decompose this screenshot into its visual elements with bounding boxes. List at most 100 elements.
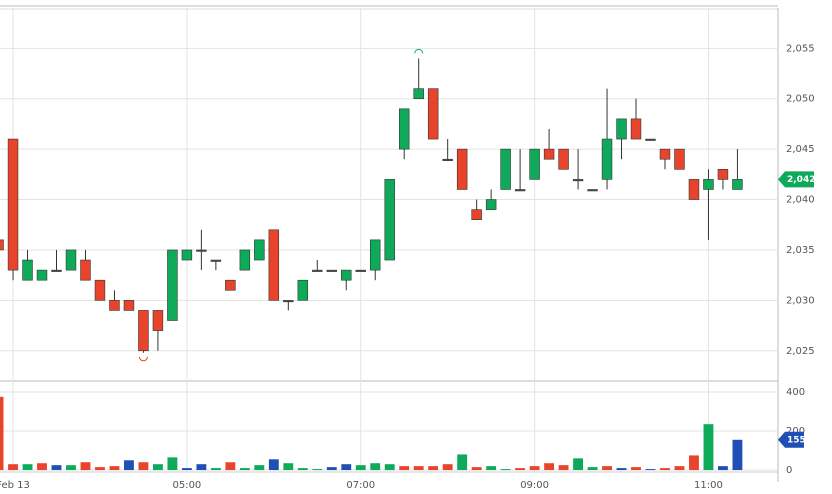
candle-body: [268, 229, 280, 301]
candle-body: [123, 300, 135, 311]
candle-body: [645, 138, 656, 141]
candle-body: [36, 269, 48, 281]
volume-bar: [254, 465, 265, 471]
candle-body: [80, 259, 91, 281]
candle-body: [138, 310, 149, 352]
volume-bar: [22, 464, 33, 471]
volume-bar: [95, 467, 105, 471]
volume-bar: [471, 467, 482, 471]
volume-bar: [602, 466, 612, 471]
volume-bar: [573, 458, 583, 471]
candle-body: [601, 138, 613, 180]
candle-body: [239, 249, 251, 271]
volume-bar: [66, 465, 76, 471]
volume-bar: [152, 464, 163, 471]
volume-bar: [500, 469, 511, 471]
candle-body: [109, 300, 120, 311]
candle-body: [572, 179, 584, 182]
candle-body: [514, 189, 526, 192]
volume-bar: [312, 469, 323, 471]
volume-bar: [341, 464, 352, 471]
candle-body: [688, 179, 700, 200]
candle-body: [196, 249, 207, 252]
volume-bar: [442, 464, 453, 471]
volume-bar: [283, 463, 294, 471]
volume-bar: [181, 468, 192, 471]
volume-bar: [384, 464, 395, 471]
volume-bar: [631, 467, 641, 471]
y-tick-label: 2,045: [786, 144, 815, 155]
volume-bar: [109, 466, 120, 471]
candle-body: [370, 239, 381, 271]
x-tick-label: Feb 13: [0, 480, 30, 491]
candle-body: [225, 279, 236, 291]
candle-body: [674, 148, 685, 170]
candle-body: [312, 269, 323, 272]
volume-bar: [80, 462, 91, 471]
last-volume-label: 155: [787, 435, 806, 445]
candle-body: [167, 249, 178, 321]
last-price-label: 2,042: [787, 175, 815, 185]
volume-bar: [718, 466, 728, 471]
volume-bar: [51, 465, 62, 471]
volume-bar: [732, 439, 743, 471]
candle-body: [22, 259, 33, 281]
candle-body: [529, 148, 540, 180]
volume-bar: [515, 468, 526, 471]
candle-body: [717, 169, 729, 180]
y-tick-label: 2,050: [786, 94, 815, 105]
volume-bar: [529, 466, 540, 471]
volume-bar: [225, 462, 236, 471]
volume-bar: [355, 465, 366, 471]
volume-bar: [457, 454, 468, 471]
y-tick-label: 200: [786, 426, 805, 437]
candle-body: [500, 148, 511, 190]
low-marker: [138, 356, 148, 362]
y-tick-label: 400: [786, 387, 805, 398]
candle-body: [398, 108, 410, 150]
volume-bar: [558, 465, 569, 471]
volume-bar: [297, 468, 308, 471]
candle-body: [427, 88, 439, 140]
candle-body: [65, 249, 77, 271]
candle-body: [703, 179, 714, 190]
volume-bar: [268, 459, 279, 471]
volume-bar: [689, 455, 699, 471]
candle-body: [587, 189, 598, 192]
candle-body: [283, 300, 294, 303]
y-tick-label: 2,035: [786, 245, 815, 256]
volume-bar: [413, 466, 424, 471]
volume-bar: [124, 460, 134, 471]
candle-body: [442, 158, 453, 162]
y-tick-label: 2,055: [786, 43, 815, 54]
high-marker: [414, 48, 424, 54]
candle-body: [181, 249, 193, 261]
last-volume-tag: [778, 431, 804, 448]
volume-bar: [326, 467, 337, 471]
y-tick-label: 2,040: [786, 195, 815, 206]
candle-body: [413, 88, 424, 100]
candle-body: [659, 148, 671, 160]
x-tick-label: 09:00: [520, 480, 549, 491]
volume-bar: [210, 468, 221, 471]
candle-body: [384, 179, 395, 261]
candle-body: [732, 179, 743, 190]
volume-bar: [196, 464, 207, 471]
candle-body: [297, 279, 309, 301]
labels: 2,025 2,030 2,035 2,040 2,045 2,050 2,055 Feb 1…: [0, 43, 815, 491]
volume-bar: [37, 463, 47, 471]
candle-body: [0, 239, 4, 251]
volume-bar: [0, 396, 4, 471]
candle-body: [326, 269, 337, 272]
x-tick-label: 05:00: [172, 480, 201, 491]
candle-body: [456, 148, 468, 190]
candle-body: [355, 269, 366, 272]
candle-body: [341, 269, 352, 281]
candle-body: [51, 269, 62, 272]
volume-bar: [167, 457, 178, 471]
candle-body: [558, 148, 569, 170]
volume-bar: [138, 462, 149, 471]
volume-bar: [587, 467, 598, 471]
